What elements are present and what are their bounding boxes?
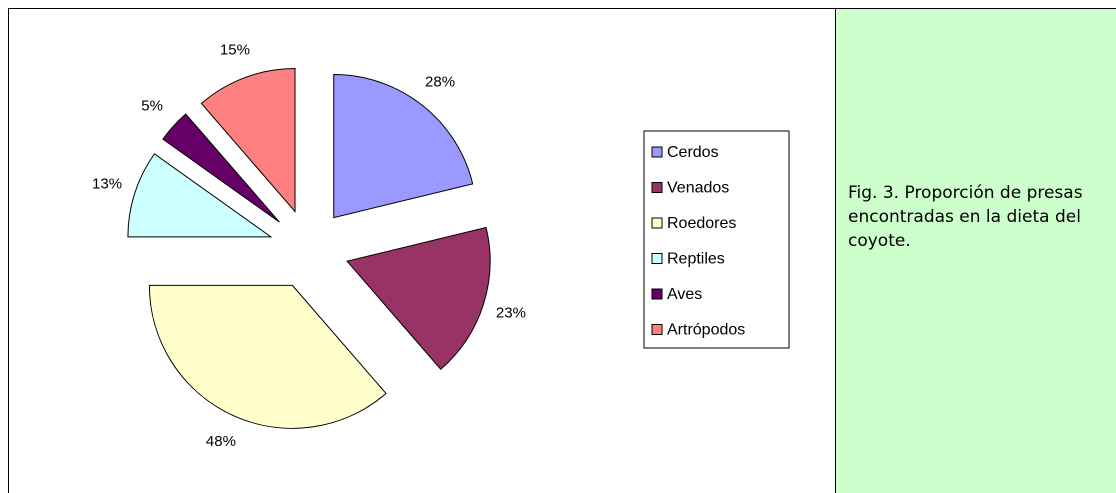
legend-label: Aves: [667, 286, 702, 303]
legend-swatch: [651, 182, 663, 193]
data-label: 5%: [141, 97, 163, 114]
pie-slice: [200, 68, 296, 213]
legend-label: Roedores: [667, 215, 736, 232]
legend-swatch: [651, 288, 663, 300]
chart-panel: 28% 23% 48% 13% 5% 15% Cerdos Venados Roedores Re…: [8, 8, 835, 493]
legend-label: Cerdos: [667, 144, 719, 161]
pie-slice: [162, 113, 280, 223]
pie-slice: [346, 226, 491, 370]
chart: 28% 23% 48% 13% 5% 15% Cerdos Venados Roedores Re…: [92, 41, 790, 450]
legend-swatch: [651, 217, 663, 229]
caption-panel: Fig. 3. Proporción de presas encontradas…: [835, 8, 1116, 493]
data-label: 28%: [425, 73, 455, 90]
data-label: 15%: [220, 41, 250, 58]
data-label: 13%: [92, 175, 122, 192]
legend-box: [643, 130, 790, 349]
pie-slice: [333, 74, 474, 219]
legend-label: Venados: [667, 180, 729, 197]
caption: Fig. 3. Proporción de presas encontradas…: [848, 183, 1083, 251]
data-label: 48%: [206, 433, 236, 450]
legend-swatch: [651, 324, 663, 335]
legend-swatch: [651, 146, 663, 158]
pie-slice: [148, 284, 387, 429]
data-label: 23%: [496, 305, 526, 322]
pie-slice: [127, 153, 273, 238]
legend-label: Reptiles: [667, 251, 725, 268]
legend-label: Artrópodos: [667, 322, 745, 339]
legend-swatch: [651, 253, 663, 264]
